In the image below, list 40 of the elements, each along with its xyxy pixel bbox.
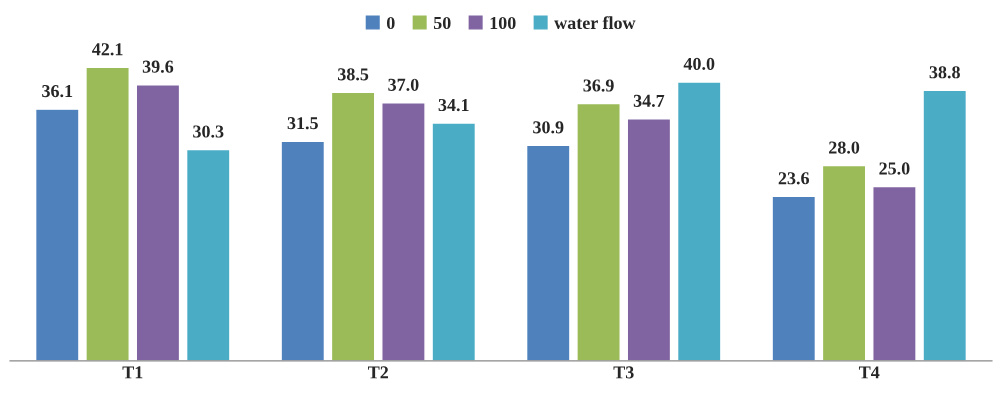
bar [381,102,426,361]
x-tick-label: T3 [613,366,634,379]
data-label: 30.3 [193,125,224,138]
bar [330,91,376,361]
x-tick-label: T4 [858,366,880,379]
data-label: 25.0 [879,162,910,175]
data-label: 39.6 [142,60,174,73]
bar [525,144,571,361]
data-label: 34.1 [438,98,469,112]
legend-label: 100 [490,16,516,30]
data-label: 34.7 [633,94,665,107]
data-label: 28.0 [829,141,860,154]
x-tick-label: T2 [368,366,389,379]
data-label: 36.9 [583,79,614,92]
x-tick-label: T1 [122,366,143,379]
bar [576,102,621,361]
data-label: 31.5 [287,117,318,130]
bar [872,185,917,361]
bar [626,118,672,361]
data-label: 30.9 [533,121,564,134]
data-label: 40.0 [683,57,715,71]
bar [771,195,817,361]
data-label: 36.1 [42,85,73,98]
bar [185,148,231,361]
data-label: 38.8 [929,66,960,79]
bar [922,89,968,361]
bar [34,108,80,361]
bar [280,140,326,361]
bar [135,84,181,361]
legend-label: water flow [554,16,636,30]
bar [431,122,477,361]
data-label: 23.6 [778,172,810,185]
bar [85,66,130,361]
data-label: 37.0 [388,78,419,91]
bar [821,164,867,361]
bar [676,81,722,361]
legend-label: 0 [386,16,395,30]
data-label: 38.5 [337,68,369,81]
data-label: 42.1 [92,43,123,56]
legend-label: 50 [433,16,451,30]
